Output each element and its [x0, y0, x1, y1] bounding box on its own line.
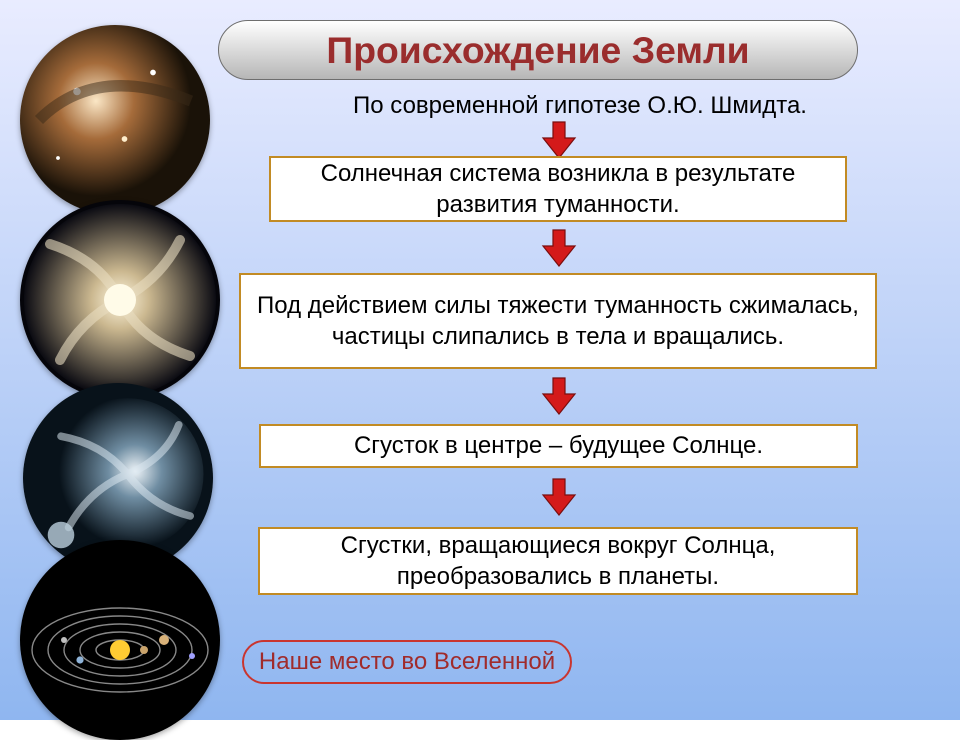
slide-content: Происхождение Земли По современной гипот… [0, 0, 960, 720]
footer-text: Наше место во Вселенной [259, 648, 555, 676]
arrow-3 [539, 376, 579, 416]
step-box-2: Под действием силы тяжести туманность сж… [239, 273, 877, 369]
arrow-4 [539, 477, 579, 517]
title-text: Происхождение Земли [326, 29, 749, 72]
footer-pill: Наше место во Вселенной [242, 640, 572, 684]
step-text-2: Под действием силы тяжести туманность сж… [257, 290, 859, 352]
step-text-3: Сгусток в центре – будущее Солнце. [354, 430, 763, 461]
side-image-nebula [20, 25, 210, 215]
subtitle-text: По современной гипотезе О.Ю. Шмидта. [300, 92, 860, 120]
step-box-4: Сгустки, вращающиеся вокруг Солнца, прео… [258, 527, 858, 595]
side-image-spiral-galaxy [20, 200, 220, 400]
arrow-2 [539, 228, 579, 268]
side-image-solar-system [20, 540, 220, 740]
title-pill: Происхождение Земли [218, 20, 858, 80]
step-box-3: Сгусток в центре – будущее Солнце. [259, 424, 858, 468]
step-box-1: Солнечная система возникла в результате … [269, 156, 847, 222]
step-text-4: Сгустки, вращающиеся вокруг Солнца, прео… [270, 530, 846, 592]
step-text-1: Солнечная система возникла в результате … [281, 158, 835, 220]
arrow-1 [539, 120, 579, 160]
